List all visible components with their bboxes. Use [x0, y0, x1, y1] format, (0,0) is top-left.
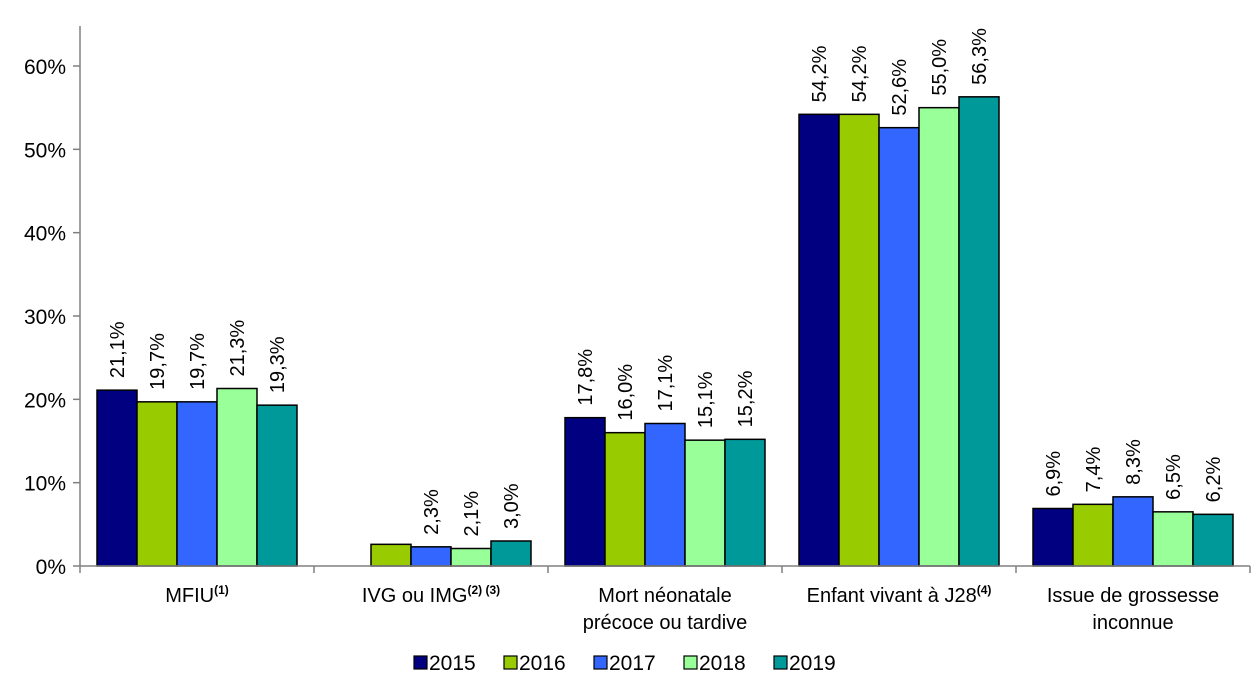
bar-2019 [1192, 513, 1234, 567]
data-label: 52,6% [889, 59, 911, 116]
category-label-line2: précoce ou tardive [583, 612, 748, 634]
legend-label: 2015 [429, 652, 476, 675]
bar-2017 [644, 422, 686, 567]
bar-2019 [724, 438, 766, 567]
y-tick-label: 30% [24, 306, 66, 329]
category-footnote: (4) [977, 583, 992, 597]
bar-2016 [136, 401, 178, 567]
data-label: 15,2% [735, 370, 757, 427]
y-tick-label: 60% [24, 56, 66, 79]
bar-2017 [1112, 496, 1154, 567]
data-label: 2,1% [461, 491, 483, 537]
y-tick-label: 10% [24, 473, 66, 496]
category-label-text: Issue de grossesse [1047, 585, 1219, 607]
bar-2019 [958, 96, 1000, 567]
bar-2016 [838, 113, 880, 567]
data-label: 17,1% [655, 355, 677, 412]
category-label-text: Mort néonatale [598, 585, 731, 607]
data-label: 19,7% [147, 333, 169, 390]
category-label-text: Enfant vivant à J28 [807, 585, 977, 607]
bar-2019 [256, 404, 298, 567]
category-footnote: (1) [214, 583, 229, 597]
legend-label: 2018 [699, 652, 746, 675]
data-label: 54,2% [809, 45, 831, 102]
category-label-text: IVG ou IMG [362, 585, 468, 607]
category-footnote: (2) (3) [467, 583, 500, 597]
data-label: 6,5% [1163, 454, 1185, 500]
bar-2015 [798, 113, 840, 567]
legend-label: 2019 [789, 652, 836, 675]
bar-2018 [684, 439, 726, 567]
bar-2017 [878, 126, 920, 567]
data-label: 54,2% [849, 45, 871, 102]
bar-2015 [96, 389, 138, 567]
data-label: 6,9% [1043, 451, 1065, 497]
data-label: 7,4% [1083, 447, 1105, 493]
data-label: 3,0% [501, 483, 523, 529]
legend-swatch-2015 [413, 655, 428, 670]
data-label: 21,3% [227, 320, 249, 377]
bars: 21,1% 19,7% 19,7% 21,3% 19,3% 2,3% 2,1% 3,0% 17,… [96, 28, 1234, 567]
data-label: 19,7% [187, 333, 209, 390]
y-tick-label: 20% [24, 389, 66, 412]
bar-2018 [450, 547, 492, 567]
category-label: Issue de grossesse [1047, 585, 1219, 607]
bar-2019 [490, 540, 532, 567]
data-label: 56,3% [969, 28, 991, 85]
y-axis: 0% 10% 20% 30% 40% 50% 60% [24, 26, 81, 579]
x-axis: MFIU(1) IVG ou IMG(2) (3) Mort néonatale pr… [79, 565, 1251, 634]
category-label: Mort néonatale [598, 585, 731, 607]
data-label: 19,3% [267, 336, 289, 393]
category-label: IVG ou IMG(2) (3) [362, 583, 500, 607]
y-tick-label: 40% [24, 223, 66, 246]
legend-swatch-2017 [593, 655, 608, 670]
legend-label: 2017 [609, 652, 656, 675]
bar-2017 [176, 401, 218, 567]
legend-label: 2016 [519, 652, 566, 675]
legend-swatch-2019 [773, 655, 788, 670]
data-label: 17,8% [575, 349, 597, 406]
bar-2018 [1152, 511, 1194, 567]
data-label: 15,1% [695, 371, 717, 428]
bar-2017 [410, 546, 452, 567]
bar-2016 [370, 543, 412, 567]
bar-2015 [1032, 507, 1074, 567]
category-label-text: MFIU [165, 585, 214, 607]
category-label: MFIU(1) [165, 583, 229, 607]
category-label-line2: inconnue [1092, 612, 1173, 634]
bar-2018 [918, 106, 960, 567]
bar-2016 [1072, 503, 1114, 567]
bar-2015 [564, 416, 606, 567]
data-label: 6,2% [1203, 457, 1225, 503]
legend-swatch-2018 [683, 655, 698, 670]
bar-2016 [604, 431, 646, 567]
data-label: 21,1% [107, 321, 129, 378]
data-label: 8,3% [1123, 439, 1145, 485]
category-label: Enfant vivant à J28(4) [807, 583, 992, 607]
legend-swatch-2016 [503, 655, 518, 670]
data-label: 55,0% [929, 39, 951, 96]
y-tick-label: 0% [36, 556, 66, 579]
y-tick-label: 50% [24, 139, 66, 162]
bar-2018 [216, 387, 258, 567]
legend: 2015 2016 2017 2018 2019 [413, 652, 836, 675]
data-label: 2,3% [421, 489, 443, 535]
data-label: 16,0% [615, 364, 637, 421]
